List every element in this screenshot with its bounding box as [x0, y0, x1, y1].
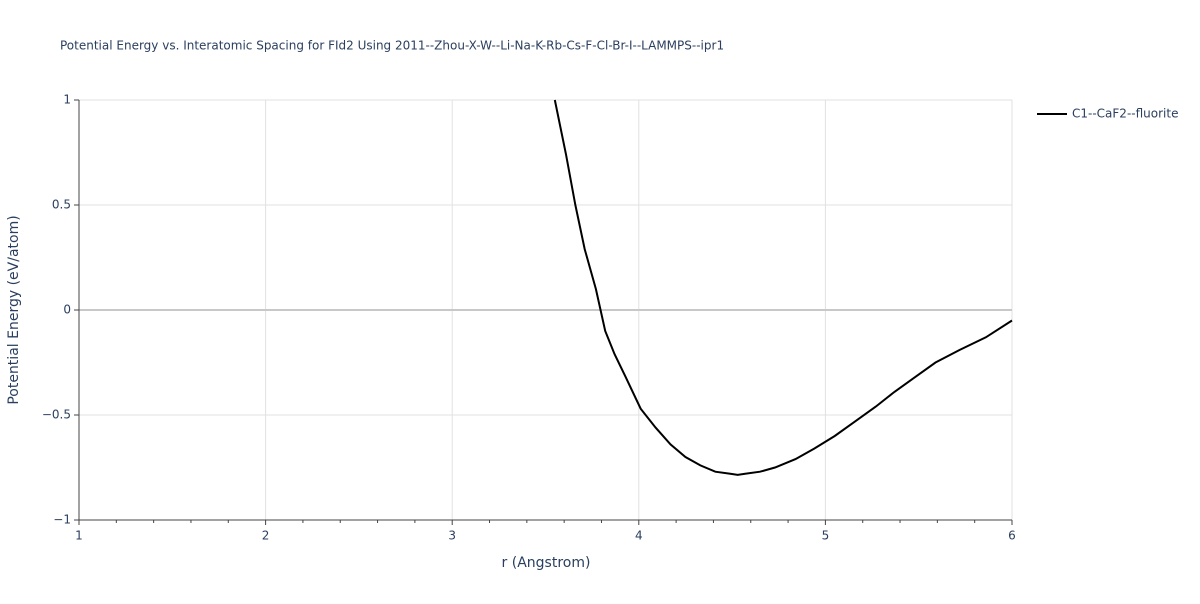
- x-tick-label: 6: [1008, 529, 1016, 543]
- y-tick-label: −1: [53, 513, 71, 527]
- y-tick-label: 0.5: [52, 198, 71, 212]
- y-tick-label: 1: [63, 93, 71, 107]
- y-tick-label: −0.5: [42, 408, 71, 422]
- x-tick-label: 1: [75, 529, 83, 543]
- chart-title: Potential Energy vs. Interatomic Spacing…: [60, 39, 724, 53]
- line-series: [553, 99, 1013, 476]
- x-tick-label: 5: [822, 529, 830, 543]
- y-axis-label: Potential Energy (eV/atom): [6, 215, 22, 404]
- legend-label: C1--CaF2--fluorite: [1072, 107, 1178, 121]
- y-tick-label: 0: [63, 303, 71, 317]
- x-tick-label: 2: [262, 529, 270, 543]
- x-axis-label: r (Angstrom): [502, 555, 591, 571]
- x-tick-label: 4: [635, 529, 643, 543]
- x-tick-label: 3: [448, 529, 456, 543]
